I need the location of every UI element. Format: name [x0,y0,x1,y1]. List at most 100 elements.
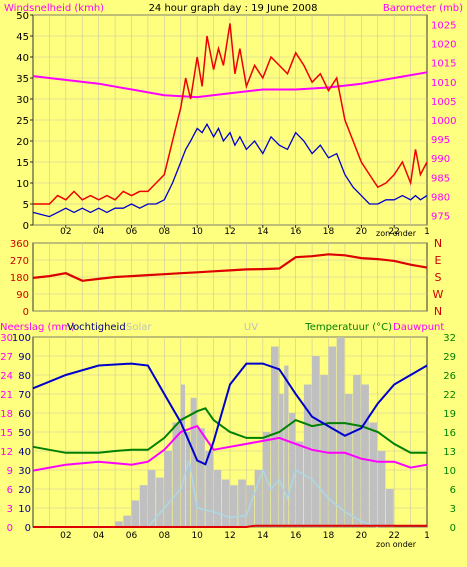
solar-bar [369,422,378,527]
hour-tick-label: 22 [388,227,399,237]
temperature-humidity-panel: Neerslag (mm) Vochtigheid Solar UV Tempe… [0,322,456,549]
wind-direction-panel: 0 90 180 270 360 N W S E N [10,237,444,318]
hour-tick-label: 02 [60,227,71,237]
solar-bar [131,500,140,527]
rain-tick-label: 24 [0,371,13,382]
barometer-tick-label: 995 [431,135,450,146]
barometer-tick-label: 980 [431,192,450,203]
temperature-tick-label: 0 [450,523,456,534]
humidity-axis-title: Vochtigheid [67,322,126,333]
solar-bar [303,384,312,527]
solar-bar [312,356,320,527]
wind-x-ticks: 02 04 06 08 10 12 14 16 18 20 22 1 [60,227,430,237]
panel-headers: Neerslag (mm) Vochtigheid Solar UV Tempe… [0,322,444,333]
barometer-tick-label: 1020 [431,40,456,51]
barometer-tick-label: 985 [431,173,450,184]
direction-y-ticks: 0 90 180 270 360 [10,239,29,318]
solar-bar [197,428,205,527]
rain-tick-label: 9 [7,466,13,477]
humidity-tick-label: 20 [18,485,31,496]
hour-tick-label-end: 1 [424,531,430,541]
solar-bar [271,346,279,527]
temperature-tick-label: 29 [443,352,456,363]
solar-bar [230,485,238,527]
humidity-tick-label: 80 [18,371,31,382]
solar-bar [238,479,246,527]
rain-tick-label: 6 [7,485,13,496]
wind-tick-label: 20 [16,137,29,148]
humidity-tick-label: 30 [18,466,31,477]
direction-grid [33,242,427,312]
humidity-tick-label: 50 [18,428,31,439]
compass-label: S [435,271,442,284]
temperature-axis-title: Temperatuur (°C) [304,322,392,333]
uv-index-line [33,460,379,528]
hour-tick-label: 08 [159,531,171,541]
humidity-tick-label: 70 [18,390,31,401]
rain-tick-label: 15 [0,428,13,439]
direction-tick-label: 0 [23,307,29,318]
hour-tick-label: 14 [257,227,269,237]
humidity-line [32,362,428,466]
rain-tick-label: 0 [7,523,13,534]
solar-bar [289,413,296,527]
temperature-y-ticks: 0 3 6 10 13 16 19 22 26 29 32 [443,333,456,534]
rain-tick-label: 27 [0,352,13,363]
rain-tick-label: 12 [0,447,13,458]
solar-bar [213,470,222,527]
solar-bar [115,521,123,527]
solar-bar [156,477,164,527]
temperature-tick-label: 13 [443,447,456,458]
barometer-y-ticks: 975 980 985 990 995 1000 1005 1010 1015 … [431,21,456,223]
direction-tick-label: 180 [10,273,29,284]
wind-tick-label: 15 [16,158,29,169]
humidity-tick-label: 90 [18,352,31,363]
hour-tick-label: 02 [60,531,71,541]
barometer-tick-label: 975 [431,211,450,222]
hour-tick-label: 06 [126,531,138,541]
hour-tick-label: 12 [224,227,235,237]
solar-bar [180,384,186,527]
solar-bar [164,451,172,527]
solar-bar [336,337,345,527]
rain-y-ticks: 0 3 6 9 12 15 18 21 24 27 30 [0,333,13,534]
sunset-label: zon onder [376,540,417,549]
solar-bar [386,489,394,527]
rain-line [33,524,427,528]
temperature-tick-label: 10 [443,466,456,477]
barometer-tick-label: 1005 [431,97,456,108]
hour-tick-label: 04 [93,227,105,237]
hour-tick-label: 18 [323,227,335,237]
solar-bar [279,394,284,527]
compass-label: N [434,305,442,318]
wind-y-ticks: 0 5 10 15 20 25 30 35 40 45 50 [16,11,29,232]
wind-direction-line [32,253,428,282]
dewpoint-axis-title: Dauwpunt [393,322,444,333]
hour-tick-label: 06 [126,227,138,237]
solar-bar [205,451,213,527]
solar-bar [147,470,156,527]
hour-tick-label: 04 [93,531,105,541]
humidity-y-ticks: 0 10 20 30 40 50 60 70 80 90 100 [12,333,31,534]
hour-tick-label: 16 [290,531,302,541]
humidity-tick-label: 10 [18,504,31,515]
solar-bar [221,479,230,527]
wind-tick-label: 5 [23,200,29,211]
solar-bar [185,432,190,527]
compass-label: N [434,237,442,250]
hour-tick-label: 12 [224,531,235,541]
hour-tick-label: 08 [159,227,171,237]
wind-grid [30,14,427,228]
solar-bar [328,346,337,527]
barometer-axis-title: Barometer (mb) [383,3,463,14]
temperature-tick-label: 32 [443,333,456,344]
hour-tick-label: 20 [356,227,368,237]
solar-bar [353,375,361,527]
barometer-tick-label: 1025 [431,21,456,32]
uv-label: UV [244,322,258,333]
solar-bar [190,397,197,527]
wind-gust-line [33,23,428,205]
hour-tick-label: 16 [290,227,302,237]
